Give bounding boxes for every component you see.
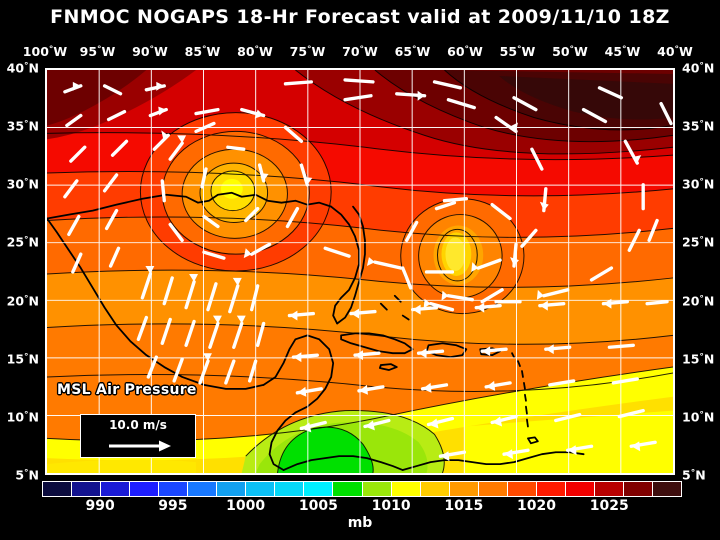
colorbar-swatch-16 [507,482,537,496]
colorbar-swatch-18 [565,482,595,496]
colorbar-tick-990: 990 [85,498,115,514]
wind-vector-heads [72,81,642,462]
map-plot[interactable]: MSL Air Pressure 10.0 m/s [45,68,675,475]
lat-tick-right-10N: 10°N [682,409,715,425]
lon-tick-85W: 85°W [184,44,221,59]
lat-lon-grid [47,70,673,473]
colorbar-swatch-3 [130,482,160,496]
vector-scale-label: 10.0 m/s [109,418,167,432]
colorbar-tick-1020: 1020 [517,498,557,514]
lat-tick-right-30N: 30°N [682,176,715,192]
pressure-colorbar [42,481,682,497]
colorbar-swatch-10 [333,482,363,496]
lon-tick-60W: 60°W [447,44,483,59]
colorbar-swatch-14 [449,482,479,496]
lat-tick-left-20N: 20°N [6,293,39,309]
colorbar-swatch-20 [623,482,653,496]
lat-tick-left-10N: 10°N [6,409,39,425]
colorbar-swatch-19 [594,482,624,496]
latitude-axis-right: 40°N 35°N 30°N 25°N 20°N 15°N 10°N 5°N [679,61,720,483]
colorbar-tick-1025: 1025 [589,498,629,514]
colorbar-tick-1005: 1005 [298,498,338,514]
lat-tick-right-40N: 40°N [682,60,715,76]
lon-tick-50W: 50°W [552,44,588,59]
lat-tick-right-5N: 5°N [682,467,706,483]
lat-tick-left-5N: 5°N [15,467,39,483]
lon-tick-45W: 45°W [604,44,641,59]
lat-tick-right-15N: 15°N [682,351,715,367]
colorbar-swatch-4 [159,482,189,496]
colorbar-swatch-5 [188,482,218,496]
colorbar-swatch-13 [420,482,450,496]
colorbar-swatch-15 [478,482,508,496]
pressure-field [47,70,673,473]
longitude-axis-top: 100°W 95°W 90°W 85°W 80°W 75°W 70°W 65°W 60°W 55°… [23,44,693,60]
lon-tick-55W: 55°W [499,44,536,59]
colorbar-unit-label: mb [347,515,373,531]
colorbar-swatch-11 [362,482,392,496]
colorbar-swatch-8 [275,482,305,496]
colorbar-swatch-9 [304,482,334,496]
colorbar-swatch-0 [43,482,73,496]
colorbar-tick-labels: 990 995 1000 1005 1010 1015 1020 1025 [42,498,682,516]
colorbar-tick-1015: 1015 [444,498,484,514]
lon-tick-75W: 75°W [289,44,326,59]
colorbar-tick-1010: 1010 [371,498,411,514]
colorbar-swatch-2 [101,482,131,496]
colorbar-swatch-6 [217,482,247,496]
colorbar-swatch-21 [652,482,682,496]
colorbar-tick-1000: 1000 [226,498,266,514]
lat-tick-left-40N: 40°N [6,60,39,76]
colorbar-swatch-12 [391,482,421,496]
lat-tick-left-35N: 35°N [6,118,39,134]
colorbar-swatch-1 [72,482,102,496]
vector-scale-arrow-icon [109,440,171,452]
lon-tick-90W: 90°W [132,44,168,59]
latitude-axis-left: 40°N 35°N 30°N 25°N 20°N 15°N 10°N 5°N [0,61,42,483]
lat-tick-left-15N: 15°N [6,351,39,367]
lon-tick-100W: 100°W [22,44,68,59]
lat-tick-left-25N: 25°N [6,234,39,250]
lat-tick-right-20N: 20°N [682,293,715,309]
lat-tick-right-25N: 25°N [682,234,715,250]
lat-tick-left-30N: 30°N [6,176,39,192]
lon-tick-65W: 65°W [394,44,431,59]
lon-tick-80W: 80°W [237,44,273,59]
lon-tick-70W: 70°W [342,44,378,59]
lon-tick-40W: 40°W [657,44,693,59]
colorbar-tick-995: 995 [158,498,188,514]
page-title: FNMOC NOGAPS 18-Hr Forecast valid at 200… [50,6,670,28]
vector-scale-legend: 10.0 m/s [80,414,196,458]
colorbar-swatch-7 [246,482,276,496]
lon-tick-95W: 95°W [79,44,116,59]
colorbar-swatch-17 [536,482,566,496]
lat-tick-right-35N: 35°N [682,118,715,134]
